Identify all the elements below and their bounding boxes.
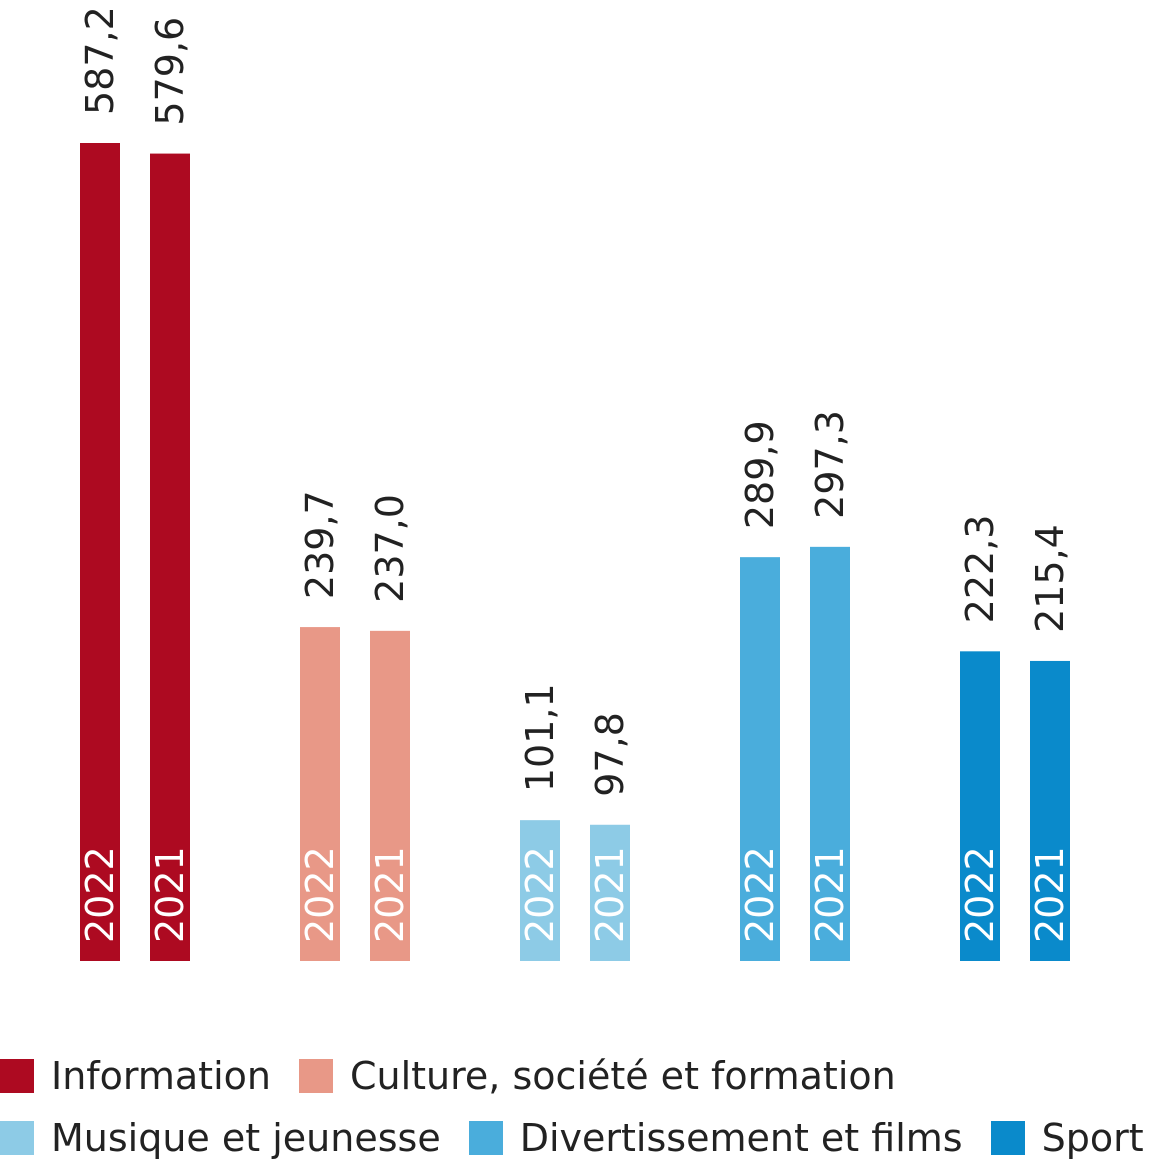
bar-culture-societe-et-formation-2021	[370, 630, 410, 961]
year-label-information-2022: 2022	[78, 846, 122, 943]
bar-information-2021	[150, 153, 190, 962]
year-label-divertissement-et-films-2021: 2021	[808, 846, 852, 943]
value-label-information-2021: 579,6	[148, 17, 192, 126]
bar-culture-societe-et-formation-2022	[300, 627, 340, 961]
year-label-divertissement-et-films-2022: 2022	[738, 846, 782, 943]
year-label-musique-et-jeunesse-2021: 2021	[588, 846, 632, 943]
year-label-musique-et-jeunesse-2022: 2022	[518, 846, 562, 943]
year-label-information-2021: 2021	[148, 846, 192, 943]
value-label-culture-societe-et-formation-2021: 237,0	[368, 494, 412, 603]
value-label-sport-2021: 215,4	[1028, 524, 1072, 633]
legend-row-2: Musique et jeunesse Divertissement et fi…	[0, 1114, 1150, 1162]
legend-label-culture: Culture, société et formation	[349, 1054, 896, 1098]
bar-chart: 587,2 2022 579,6 2021 239,7 2022 237,0 2021 101,…	[78, 6, 1072, 962]
year-label-sport-2021: 2021	[1028, 846, 1072, 943]
legend-item-culture: Culture, société et formation	[298, 1052, 896, 1100]
legend-item-information: Information	[0, 1052, 271, 1100]
value-label-musique-et-jeunesse-2022: 101,1	[518, 683, 562, 792]
value-label-information-2022: 587,2	[78, 6, 122, 115]
legend-item-sport: Sport	[990, 1114, 1144, 1162]
bar-sport-2021	[1030, 660, 1070, 961]
legend-label-divertissement: Divertissement et films	[519, 1116, 963, 1160]
legend-row-1: Information Culture, société et formatio…	[0, 1052, 924, 1100]
bar-musique-et-jeunesse-2021	[590, 824, 630, 961]
bar-sport-2022	[960, 651, 1000, 961]
bar-divertissement-et-films-2022	[740, 557, 780, 961]
legend-item-divertissement: Divertissement et films	[468, 1114, 963, 1162]
bar-information-2022	[80, 143, 120, 961]
legend-swatch-information	[0, 1059, 34, 1093]
year-label-culture-societe-et-formation-2022: 2022	[298, 846, 342, 943]
legend-swatch-musique	[0, 1121, 34, 1155]
legend-label-information: Information	[51, 1054, 271, 1098]
value-label-musique-et-jeunesse-2021: 97,8	[588, 712, 632, 797]
legend-label-sport: Sport	[1041, 1116, 1144, 1160]
bar-divertissement-et-films-2021	[810, 546, 850, 961]
bar-musique-et-jeunesse-2022	[520, 820, 560, 961]
legend-swatch-culture	[298, 1059, 333, 1093]
year-label-culture-societe-et-formation-2021: 2021	[368, 846, 412, 943]
legend-item-musique: Musique et jeunesse	[0, 1114, 441, 1162]
value-label-culture-societe-et-formation-2022: 239,7	[298, 490, 342, 599]
legend-swatch-divertissement	[468, 1121, 503, 1155]
value-label-divertissement-et-films-2022: 289,9	[738, 420, 782, 529]
legend-label-musique: Musique et jeunesse	[51, 1116, 441, 1160]
value-label-sport-2022: 222,3	[958, 515, 1002, 624]
legend-swatch-sport	[990, 1121, 1025, 1155]
year-label-sport-2022: 2022	[958, 846, 1002, 943]
value-label-divertissement-et-films-2021: 297,3	[808, 410, 852, 519]
